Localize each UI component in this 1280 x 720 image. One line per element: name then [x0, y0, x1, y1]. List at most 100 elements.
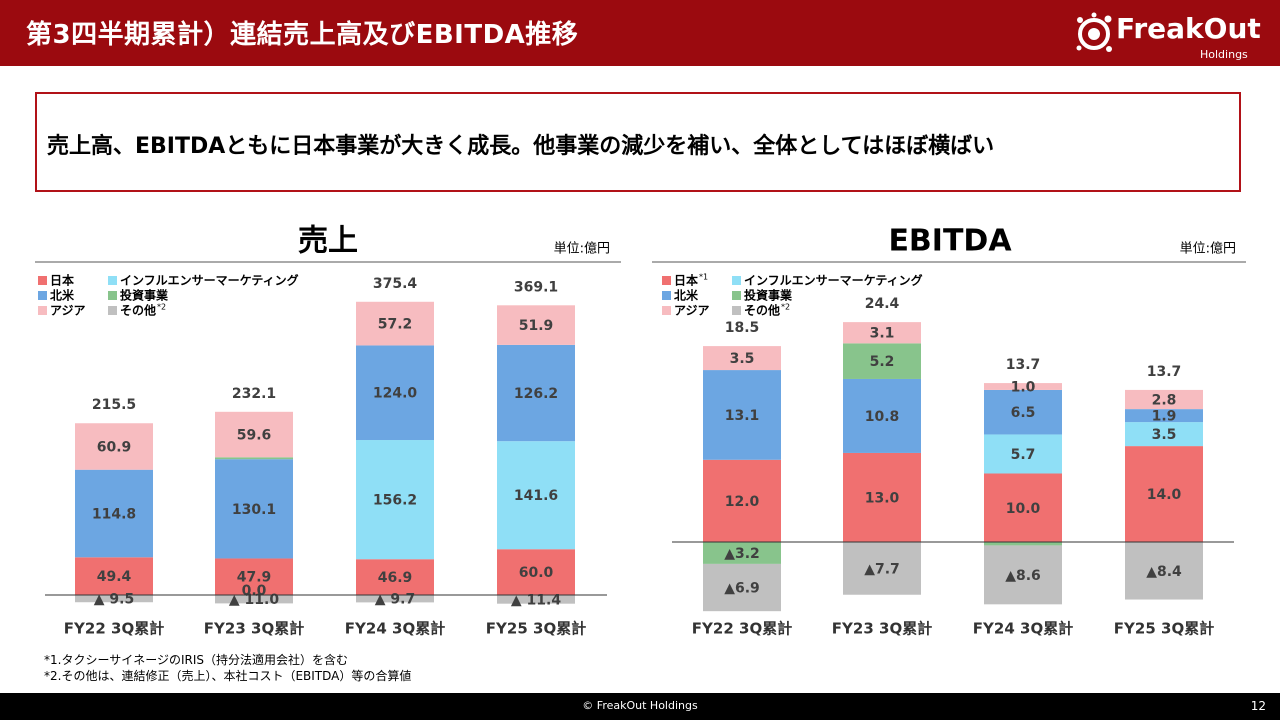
total-label-2: 375.4 [373, 276, 418, 292]
legend-swatch-investment [108, 291, 117, 300]
bar-japan-1 [215, 558, 293, 595]
title-bar: 第3四半期累計）連結売上高及びEBITDA推移 FreakOut Holding… [0, 0, 1280, 66]
legend-label-asia: アジア [50, 304, 86, 318]
bar-na-2 [984, 389, 1062, 435]
bar-investment-2 [984, 542, 1062, 546]
bar-asia-3 [497, 305, 575, 345]
data-label-other-0: ▲6.9 [724, 581, 760, 597]
bar-na-0 [703, 370, 781, 460]
data-label-influencer-3: 141.6 [514, 488, 558, 504]
data-label-japan-2: 10.0 [1006, 501, 1041, 517]
bar-other-3 [1125, 542, 1203, 600]
bar-na-3 [1125, 409, 1203, 423]
bar-other-3 [497, 595, 575, 604]
bar-na-1 [215, 459, 293, 559]
headline-box: 売上高、EBITDAともに日本事業が大きく成長。他事業の減少を補い、全体としては… [35, 92, 1241, 192]
data-label-other-0: ▲ 9.5 [94, 592, 134, 608]
bar-na-2 [356, 345, 434, 441]
bar-asia-2 [984, 383, 1062, 390]
category-label-0: FY22 3Q累計 [64, 620, 164, 638]
bar-other-1 [215, 595, 293, 604]
bar-other-2 [984, 545, 1062, 605]
data-label-asia-3: 2.8 [1152, 393, 1177, 409]
legend-label-investment: 投資事業 [744, 288, 793, 303]
bar-influencer-2 [984, 434, 1062, 474]
total-label-3: 369.1 [514, 279, 558, 295]
footnotes: *1.タクシーサイネージのIRIS（持分法適用会社）を含む *2.その他は、連結… [44, 652, 411, 684]
legend-label-asia: アジア [674, 304, 710, 318]
legend-note-other: *2 [157, 303, 166, 312]
footer-copyright: © FreakOut Holdings [582, 699, 698, 712]
legend-label-other: その他 [744, 303, 780, 318]
data-label-other-2: ▲ 9.7 [375, 592, 415, 608]
legend-label-influencer: インフルエンサーマーケティング [744, 273, 923, 288]
data-label-na-2: 6.5 [1011, 405, 1036, 421]
legend-swatch-asia [662, 306, 671, 315]
data-label-japan-3: 14.0 [1147, 487, 1182, 503]
legend-label-influencer: インフルエンサーマーケティング [120, 273, 299, 288]
bar-influencer-3 [1125, 422, 1203, 447]
bar-asia-0 [703, 346, 781, 371]
data-label-na-1: 130.1 [232, 502, 276, 518]
category-label-1: FY23 3Q累計 [204, 620, 304, 638]
data-label-asia-2: 57.2 [378, 317, 413, 333]
bar-asia-1 [843, 322, 921, 344]
legend-swatch-influencer [732, 276, 741, 285]
legend-swatch-japan [38, 276, 47, 285]
bar-other-1 [843, 542, 921, 595]
headline-text: 売上高、EBITDAともに日本事業が大きく成長。他事業の減少を補い、全体としては… [47, 134, 995, 159]
bar-japan-0 [703, 459, 781, 542]
data-label-na-0: 13.1 [725, 408, 760, 424]
page-number: 12 [1250, 699, 1266, 713]
data-label-japan-2: 46.9 [378, 570, 413, 586]
bar-other-2 [356, 595, 434, 603]
data-label-na-0: 114.8 [92, 507, 136, 523]
data-label-investment-0: ▲3.2 [724, 546, 760, 562]
data-label-other-3: ▲8.4 [1146, 564, 1182, 580]
legend-swatch-na [38, 291, 47, 300]
data-label-influencer-2: 5.7 [1011, 447, 1036, 463]
data-label-asia-0: 3.5 [730, 351, 755, 367]
data-label-other-1: ▲ 11.0 [229, 592, 279, 608]
data-label-other-3: ▲ 11.4 [511, 592, 561, 608]
data-label-other-2: ▲8.6 [1005, 568, 1041, 584]
data-label-influencer-2: 156.2 [373, 493, 417, 509]
category-label-2: FY24 3Q累計 [973, 620, 1073, 638]
bar-other-0 [703, 563, 781, 612]
legend-swatch-other [108, 306, 117, 315]
legend-swatch-na [662, 291, 671, 300]
data-label-na-3: 1.9 [1152, 409, 1177, 425]
legend-swatch-asia [38, 306, 47, 315]
legend-label-other: その他 [120, 303, 156, 318]
legend-label-na: 北米 [50, 288, 75, 303]
unit-label: 単位:億円 [1180, 241, 1236, 257]
legend-note-other: *2 [781, 303, 790, 312]
legend-swatch-influencer [108, 276, 117, 285]
category-label-3: FY25 3Q累計 [1114, 620, 1214, 638]
data-label-japan-0: 49.4 [97, 569, 132, 585]
bar-investment-1 [215, 457, 293, 460]
legend-label-japan: 日本 [674, 273, 698, 288]
data-label-extra-1: 0.0 [242, 583, 267, 599]
data-label-asia-0: 60.9 [97, 439, 132, 455]
data-label-japan-1: 47.9 [237, 570, 272, 586]
legend-note-japan: *1 [699, 273, 708, 282]
data-label-japan-0: 12.0 [725, 494, 760, 510]
bar-investment-1 [843, 343, 921, 379]
logo-subtext: Holdings [1200, 48, 1248, 61]
bar-asia-2 [356, 301, 434, 346]
bar-asia-0 [75, 423, 153, 470]
chart-title: EBITDA [888, 224, 1012, 259]
category-label-1: FY23 3Q累計 [832, 620, 932, 638]
bar-japan-0 [75, 557, 153, 595]
bar-japan-2 [356, 559, 434, 595]
bar-other-0 [75, 595, 153, 603]
bar-investment-0 [703, 542, 781, 564]
legend-swatch-japan [662, 276, 671, 285]
data-label-asia-1: 59.6 [237, 428, 272, 444]
legend-swatch-investment [732, 291, 741, 300]
total-label-2: 13.7 [1006, 357, 1041, 373]
data-label-japan-3: 60.0 [519, 565, 554, 581]
legend-swatch-other [732, 306, 741, 315]
legend-label-investment: 投資事業 [120, 288, 169, 303]
